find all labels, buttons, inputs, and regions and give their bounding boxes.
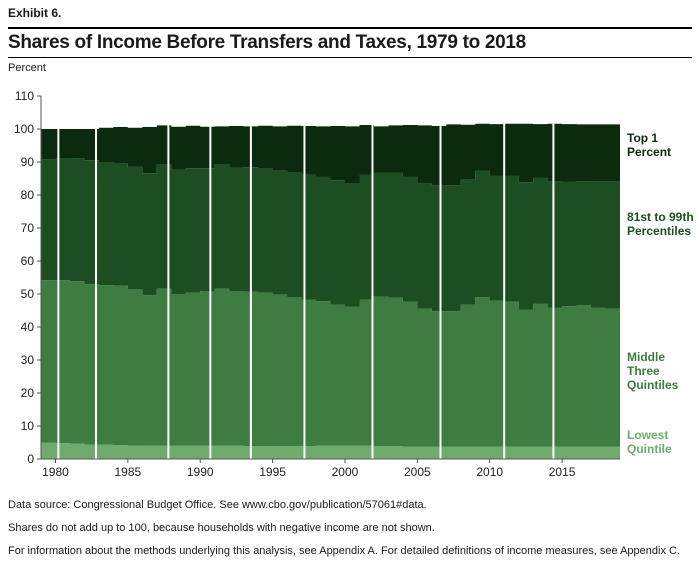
x-tick-label-1990: 1990 (187, 465, 214, 479)
y-tick-label-90: 90 (21, 155, 35, 169)
y-tick-label-70: 70 (21, 221, 35, 235)
y-tick-label-50: 50 (21, 287, 35, 301)
y-tick-label-40: 40 (21, 320, 35, 334)
y-tick-label-60: 60 (21, 254, 35, 268)
x-tick-label-1980: 1980 (42, 465, 69, 479)
y-tick-label-20: 20 (21, 386, 35, 400)
chart-title: Shares of Income Before Transfers and Ta… (8, 32, 526, 53)
y-tick-label-80: 80 (21, 188, 35, 202)
y-tick-label-30: 30 (21, 353, 35, 367)
y-axis-unit-label: Percent (8, 62, 46, 74)
y-tick-label-100: 100 (14, 122, 34, 136)
stacked-area-chart: 0 10 20 30 40 50 60 70 80 90 100 110 1980 1985 1990 199… (14, 89, 694, 479)
x-tick-label-2000: 2000 (332, 465, 359, 479)
x-tick-label-2010: 2010 (476, 465, 503, 479)
series-area-lowest (41, 442, 620, 459)
legend-81st-to-99th-percentiles-line-1: Percentiles (627, 224, 691, 238)
series-area-top1 (41, 123, 620, 186)
x-tick-label-1985: 1985 (114, 465, 141, 479)
methods-note: For information about the methods underl… (8, 545, 680, 557)
x-tick-label-1995: 1995 (259, 465, 286, 479)
x-tick-label-2015: 2015 (549, 465, 576, 479)
y-tick-label-110: 110 (15, 89, 34, 103)
top-rule (8, 27, 692, 29)
legend-middle-three-quintiles-line-2: Quintiles (627, 378, 679, 392)
negative-income-note: Shares do not add up to 100, because hou… (8, 522, 435, 534)
y-tick-label-10: 10 (21, 419, 35, 433)
legend-lowest-quintile-line-1: Quintile (627, 442, 672, 456)
legend-top-1-percent-line-1: Percent (627, 145, 671, 159)
legend-top-1-percent-line-0: Top 1 (627, 131, 658, 145)
exhibit-label: Exhibit 6. (8, 6, 62, 20)
data-source-note: Data source: Congressional Budget Office… (8, 499, 427, 511)
y-tick-label-0: 0 (27, 452, 34, 466)
legend-lowest-quintile-line-0: Lowest (627, 428, 668, 442)
legend-81st-to-99th-percentiles-line-0: 81st to 99th (627, 210, 694, 224)
series-area-upper (41, 158, 620, 312)
legend-middle-three-quintiles-line-1: Three (627, 364, 660, 378)
notes: Data source: Congressional Budget Office… (8, 494, 680, 563)
legend-middle-three-quintiles-line-0: Middle (627, 350, 665, 364)
series-area-middle (41, 280, 620, 447)
x-tick-label-2005: 2005 (404, 465, 431, 479)
title-rule (8, 57, 692, 58)
